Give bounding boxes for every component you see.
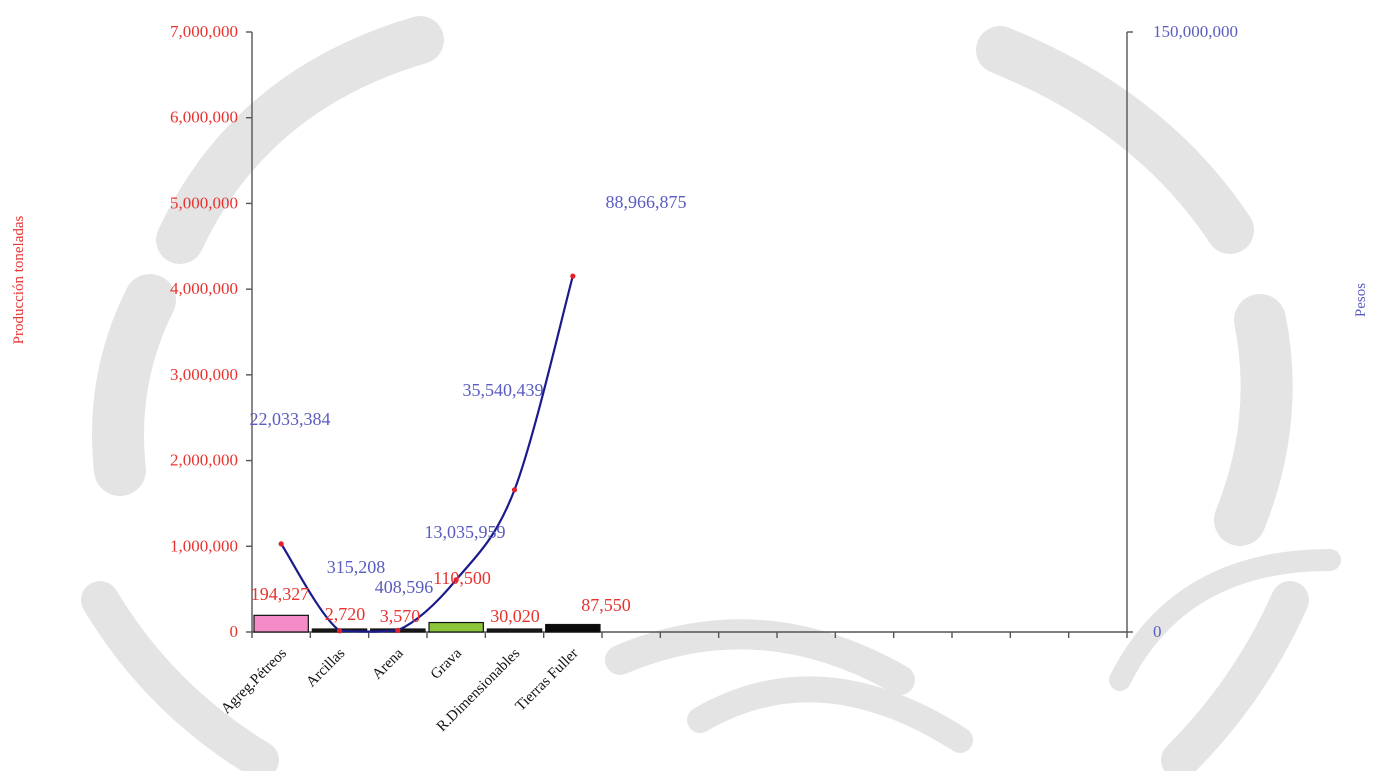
line-series [278,273,576,634]
bar [253,614,309,633]
series-line [280,275,574,633]
line-value-label: 88,966,875 [606,192,687,212]
bar-value-label: 30,020 [490,606,540,626]
left-tick-label: 7,000,000 [170,22,238,41]
category-label: Agreg.Pétreos [218,645,290,717]
left-tick-label: 4,000,000 [170,279,238,298]
left-tick-label: 0 [230,622,239,641]
category-label: Arena [369,645,406,682]
line-value-label: 408,596 [375,577,434,597]
line-point [278,541,284,547]
bar [428,621,484,633]
left-tick-label: 3,000,000 [170,365,238,384]
right-tick-label: 0 [1153,622,1162,641]
bar-value-label: 2,720 [325,604,366,624]
bar-value-label: 3,570 [380,606,421,626]
axes [251,32,1128,638]
line-point [511,487,518,493]
category-label: Tierras Fuller [513,646,582,715]
right-tick-label: 150,000,000 [1153,22,1238,41]
category-label: Grava [428,645,465,682]
bar-series [253,614,601,633]
left-tick-label: 1,000,000 [170,536,238,555]
line-point [336,628,343,634]
bar [486,628,543,633]
right-axis-title: Pesos [1353,283,1369,317]
left-tick-label: 2,000,000 [170,451,238,470]
left-tick-label: 5,000,000 [170,193,238,212]
left-axis-ticks: 0 1,000,000 2,000,000 3,000,000 4,000,000 5,0… [170,22,252,641]
watermark-seal [81,16,1341,771]
line-point [570,273,576,279]
bar-value-label: 87,550 [581,595,631,615]
left-tick-label: 6,000,000 [170,108,238,127]
right-axis-ticks: 0 150,000,000 [1127,22,1238,641]
bar-value-label: 110,500 [433,568,491,588]
line-value-label: 35,540,439 [463,380,544,400]
left-axis-title: Producción toneladas [11,215,27,344]
line-value-label: 315,208 [327,557,386,577]
line-value-label: 13,035,959 [425,522,506,542]
category-label: Arcillas [303,645,348,690]
data-labels: 194,327 2,720 3,570 110,500 30,020 87,550 22,0… [250,192,687,626]
line-point [395,627,401,633]
bar [545,623,601,633]
category-labels: Agreg.Pétreos Arcillas Arena GravaR.Dimensi… [218,645,581,735]
line-value-label: 22,033,384 [250,409,331,429]
bar-value-label: 194,327 [251,584,310,604]
line-point [453,577,459,583]
